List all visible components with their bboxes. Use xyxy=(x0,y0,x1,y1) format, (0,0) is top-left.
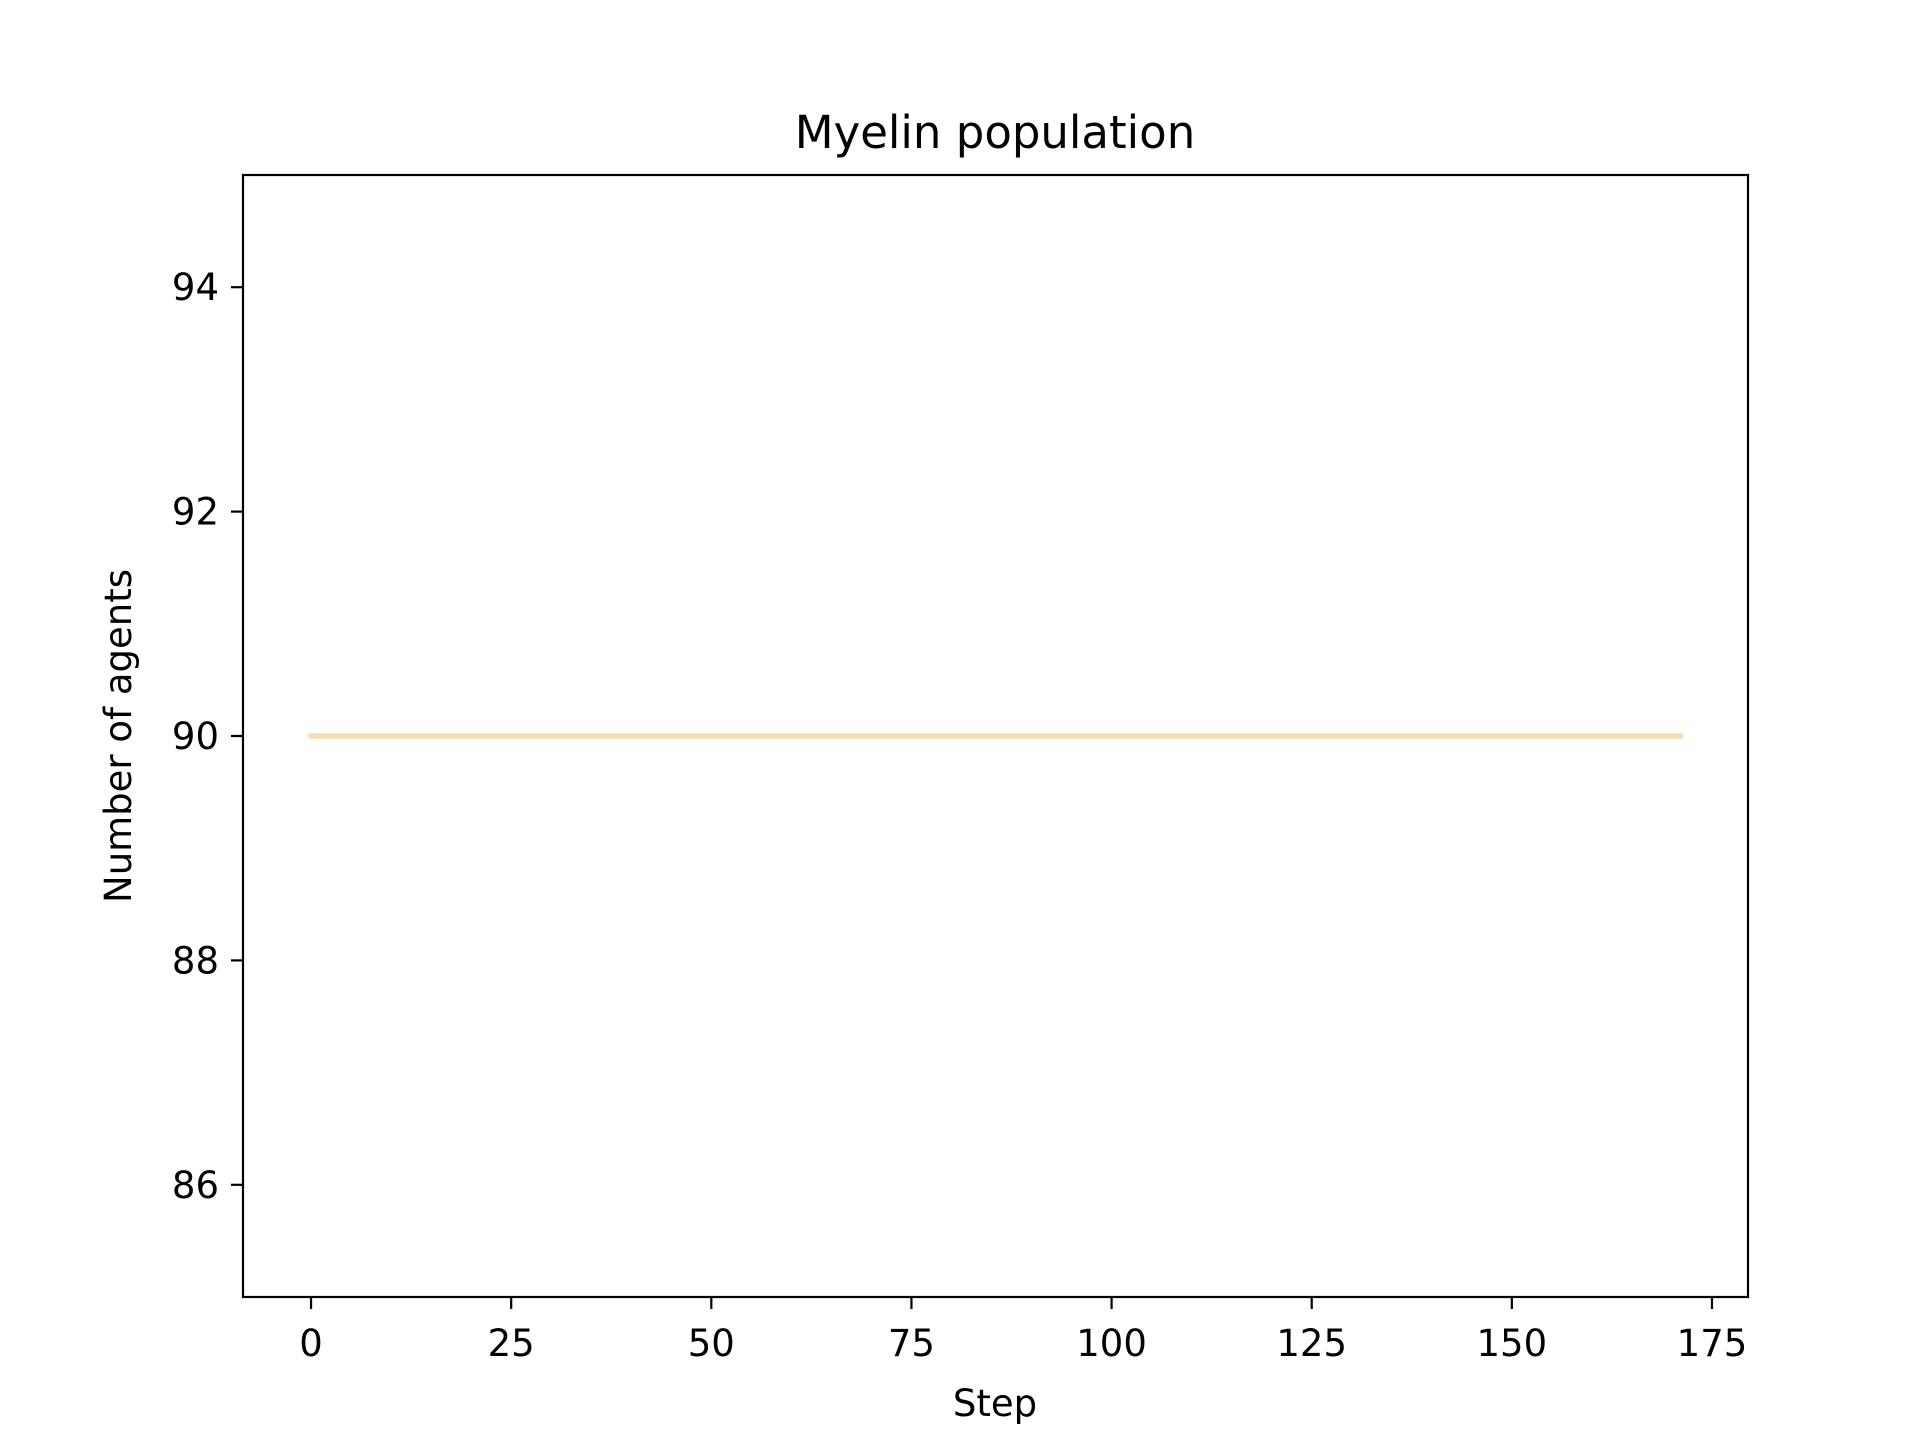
x-tick-label: 75 xyxy=(888,1322,935,1365)
y-tick-label: 90 xyxy=(172,715,219,758)
y-tick-label: 88 xyxy=(172,939,219,982)
x-tick-label: 0 xyxy=(299,1322,323,1365)
x-tick-label: 100 xyxy=(1076,1322,1147,1365)
y-axis-label: Number of agents xyxy=(97,569,140,903)
x-tick-label: 50 xyxy=(688,1322,735,1365)
x-tick-label: 150 xyxy=(1477,1322,1548,1365)
chart-title: Myelin population xyxy=(795,106,1195,159)
y-axis-ticks: 86 88 90 92 94 xyxy=(172,266,243,1207)
x-axis-ticks: 0 25 50 75 100 125 150 175 xyxy=(299,1297,1747,1365)
x-tick-label: 175 xyxy=(1677,1322,1748,1365)
x-tick-label: 25 xyxy=(488,1322,535,1365)
y-tick-label: 86 xyxy=(172,1164,219,1207)
x-axis-label: Step xyxy=(953,1382,1037,1425)
y-tick-label: 92 xyxy=(172,491,219,534)
y-tick-label: 94 xyxy=(172,266,219,309)
x-tick-label: 125 xyxy=(1276,1322,1347,1365)
